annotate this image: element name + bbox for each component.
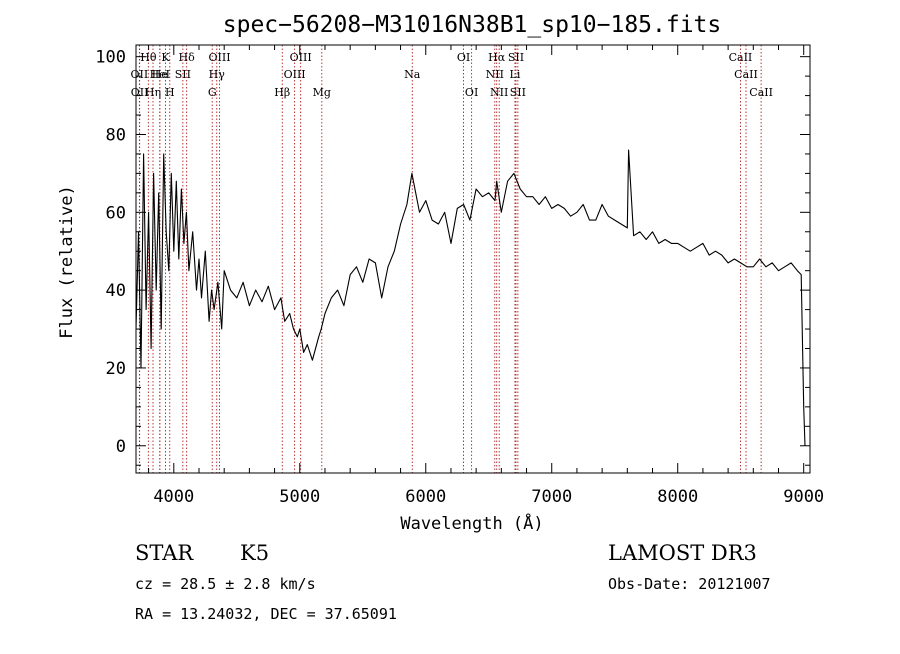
plot-frame bbox=[135, 44, 811, 474]
marker-label: OII bbox=[131, 68, 149, 81]
marker-label: Hθ bbox=[140, 51, 157, 64]
marker-label: He bbox=[152, 68, 168, 81]
x-tick-label: 7000 bbox=[531, 487, 572, 507]
subclass-label: K5 bbox=[240, 541, 269, 565]
marker-label: Hδ bbox=[179, 51, 196, 64]
y-tick-label: 20 bbox=[106, 359, 126, 379]
spectrum-layer bbox=[135, 149, 806, 446]
marker-label: K bbox=[161, 51, 170, 64]
obs-date-label: Obs-Date: 20121007 bbox=[608, 575, 771, 593]
x-axis-label: Wavelength (Å) bbox=[400, 512, 543, 534]
x-tick-label: 4000 bbox=[153, 487, 194, 507]
marker-label: CaII bbox=[734, 68, 758, 81]
marker-label: NII bbox=[486, 68, 504, 81]
chart-title: spec−56208−M31016N38B1_sp10−185.fits bbox=[223, 12, 722, 38]
marker-label: NII bbox=[490, 86, 508, 99]
marker-label: OIII bbox=[290, 51, 312, 64]
marker-label: OII bbox=[131, 86, 149, 99]
x-tick-label: 8000 bbox=[657, 487, 698, 507]
x-tick-label: 6000 bbox=[405, 487, 446, 507]
redshift-label: cz = 28.5 ± 2.8 km/s bbox=[135, 575, 316, 593]
x-tick-label: 5000 bbox=[279, 487, 320, 507]
marker-label: OI bbox=[465, 86, 478, 99]
marker-label: SII bbox=[175, 68, 191, 81]
y-tick-label: 100 bbox=[95, 48, 126, 68]
marker-label: OI bbox=[457, 51, 470, 64]
marker-label: Hγ bbox=[209, 68, 226, 81]
marker-label: Li bbox=[510, 68, 521, 81]
coords-label: RA = 13.24032, DEC = 37.65091 bbox=[135, 605, 397, 623]
marker-label: HeI bbox=[150, 68, 170, 81]
spectrum-line bbox=[135, 149, 806, 446]
y-tick-label: 0 bbox=[116, 437, 126, 457]
marker-label: H bbox=[165, 86, 175, 99]
marker-label: OIII bbox=[208, 51, 230, 64]
marker-label: CaII bbox=[729, 51, 753, 64]
y-tick-label: 80 bbox=[106, 125, 126, 145]
marker-label: Na bbox=[404, 68, 421, 81]
marker-label: Hη bbox=[145, 86, 161, 99]
x-tick-label: 9000 bbox=[783, 487, 824, 507]
y-tick-label: 40 bbox=[106, 281, 126, 301]
marker-label: Mg bbox=[313, 86, 331, 99]
marker-label: CaII bbox=[749, 86, 773, 99]
marker-label: SII bbox=[510, 86, 526, 99]
y-tick-label: 60 bbox=[106, 203, 126, 223]
emission-line-markers bbox=[138, 45, 762, 473]
survey-label: LAMOST DR3 bbox=[608, 541, 757, 565]
marker-label: OIII bbox=[284, 68, 306, 81]
marker-label: Hα bbox=[488, 51, 506, 64]
class-label: STAR bbox=[135, 541, 194, 565]
y-axis-label: Flux (relative) bbox=[57, 185, 77, 339]
marker-label: G bbox=[208, 86, 217, 99]
marker-label: Hβ bbox=[274, 86, 290, 99]
marker-label: SII bbox=[508, 51, 524, 64]
axis-ticks: 4000 5000 6000 7000 8000 9000 0 20 40 60 80 100 bbox=[95, 45, 824, 507]
